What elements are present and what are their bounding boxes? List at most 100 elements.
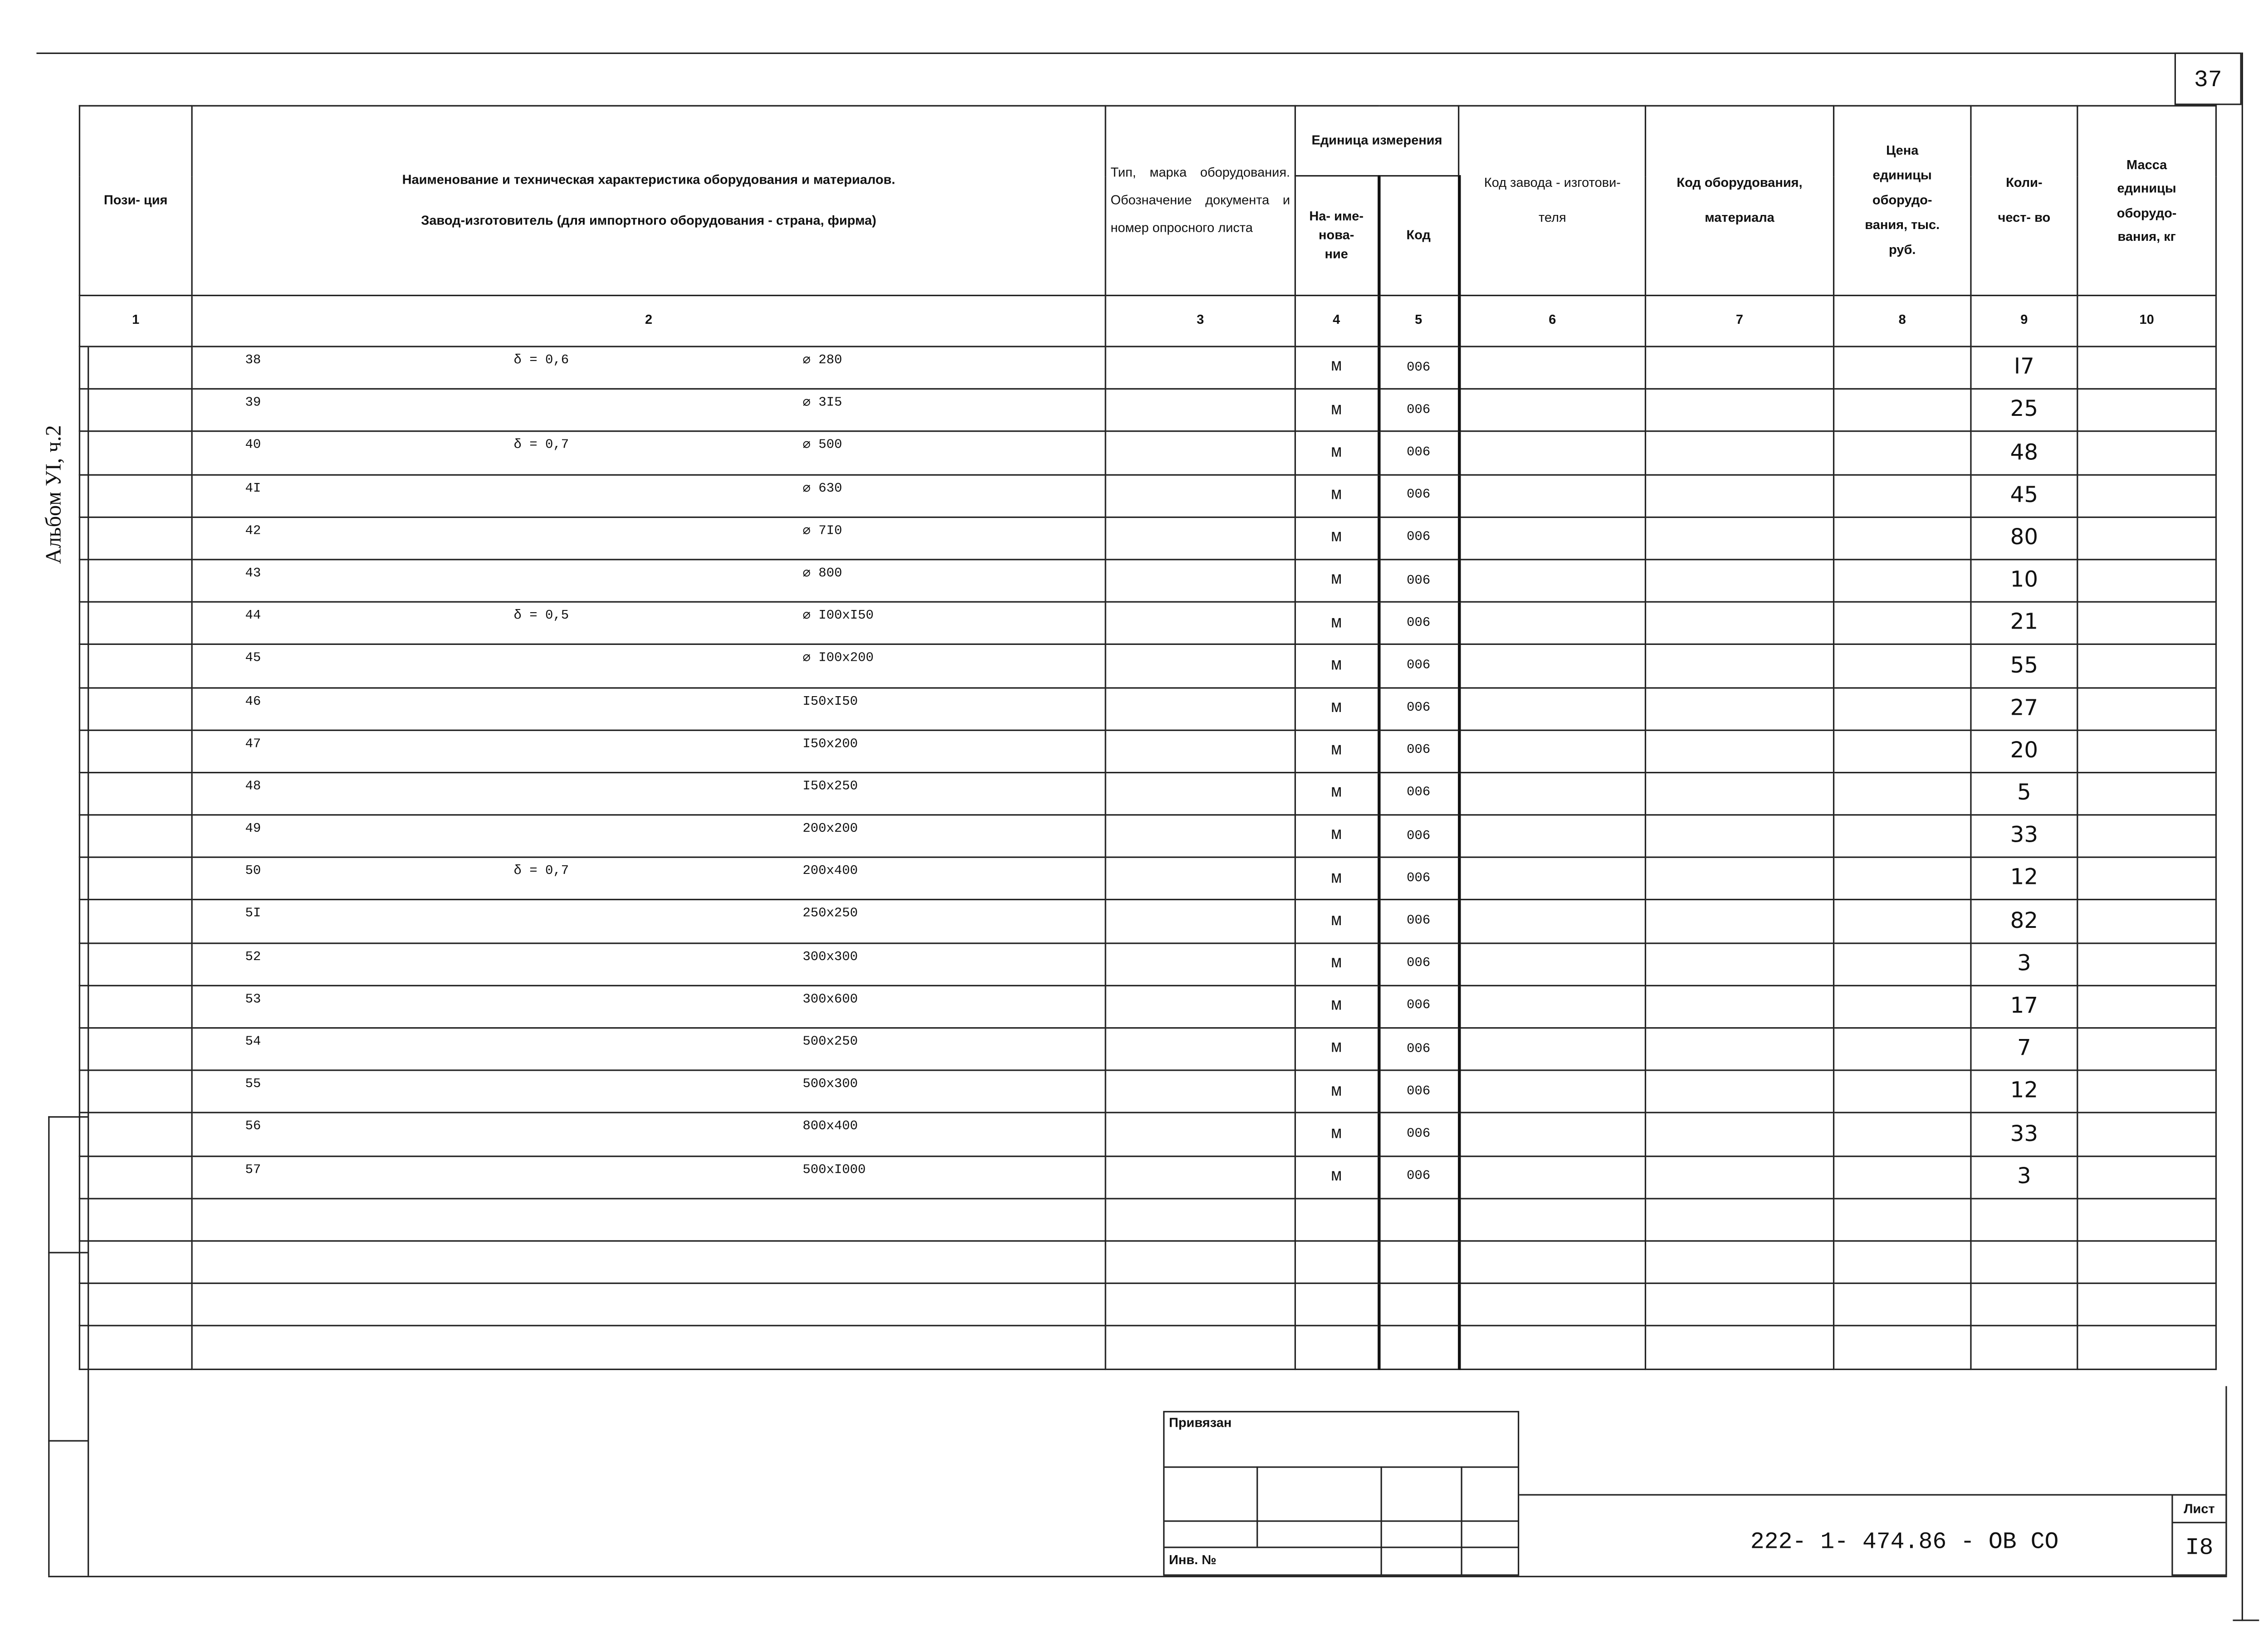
cell-price [1833,559,1972,603]
unit-name: м [1294,559,1379,603]
cell-manufacturer-code [1458,686,1647,731]
unit-name: м [1294,1069,1379,1114]
cell-equipment-code [1644,857,1835,901]
cell-type [1105,559,1296,603]
table-row: 55 500x300 м 006 12 [78,1069,2217,1114]
column-numbers-row: 1 2 3 4 5 6 7 8 9 10 [78,294,2217,347]
cell-price [1833,431,1972,475]
cell-position-blank [78,686,193,731]
cell-position-blank [78,388,193,433]
cell-equipment-code [1644,1155,1835,1199]
cell-position-blank [78,644,193,688]
duct-size: 500x300 [802,1077,858,1092]
duct-size: ⌀ 630 [802,481,842,496]
cell-type [1105,431,1296,475]
cell-manufacturer-code [1458,985,1647,1029]
cell-equipment-code [1644,1027,1835,1072]
table-row: 39 ⌀ 3I5 м 006 25 [78,388,2217,433]
cell-name: 54 500x250 [191,1027,1106,1072]
empty-cell [1970,1197,2078,1242]
cell-position-blank [78,516,193,561]
cell-name: 42 ⌀ 7I0 [191,516,1106,561]
cell-mass [2077,1069,2217,1114]
cell-type [1105,1112,1296,1156]
cell-price [1833,814,1972,858]
empty-row [78,1283,2217,1327]
cell-price [1833,516,1972,561]
quantity: 33 [1970,1112,2078,1156]
cell-name: 55 500x300 [191,1069,1106,1114]
empty-cell [1105,1325,1296,1370]
cell-name: 47 I50x200 [191,729,1106,773]
cell-position-blank [78,559,193,603]
column-number: 6 [1458,294,1647,347]
quantity: 20 [1970,729,2078,773]
cell-equipment-code [1644,942,1835,986]
unit-code: 006 [1377,346,1460,390]
header-name: Наименование и техническая характеристик… [191,105,1106,297]
top-sheet-number: 37 [2194,67,2222,93]
cell-manufacturer-code [1458,559,1647,603]
cell-mass [2077,899,2217,944]
unit-name: м [1294,473,1379,518]
header-name-line2: Завод-изготовитель (для импортного обору… [421,212,876,227]
cell-equipment-code [1644,516,1835,561]
position-number: 5I [245,907,261,922]
quantity: 25 [1970,388,2078,433]
linked-label: Привязан [1169,1415,1232,1430]
position-number: 47 [245,736,261,751]
album-label: Альбом УI, ч.2 [43,425,67,564]
position-number: 44 [245,609,261,624]
left-strip-divider [48,1252,88,1254]
empty-cell [1294,1325,1379,1370]
position-number: 4I [245,481,261,496]
table-row: 4I ⌀ 630 м 006 45 [78,473,2217,518]
empty-row [78,1325,2217,1370]
cell-manufacturer-code [1458,1155,1647,1199]
unit-code: 006 [1377,729,1460,773]
wall-thickness: δ = 0,7 [513,438,569,453]
cell-type [1105,686,1296,731]
cell-equipment-code [1644,346,1835,390]
unit-name: м [1294,1027,1379,1072]
unit-name: м [1294,814,1379,858]
cell-type [1105,814,1296,858]
cell-equipment-code [1644,1112,1835,1156]
empty-cell [78,1197,193,1242]
cell-type [1105,942,1296,986]
position-number: 45 [245,651,261,666]
cell-manufacturer-code [1458,644,1647,688]
cell-name: 43 ⌀ 800 [191,559,1106,603]
cell-manufacturer-code [1458,431,1647,475]
cell-mass [2077,686,2217,731]
empty-cell [1644,1240,1835,1284]
header-unit-code: Код [1377,175,1460,297]
cell-name: 45 ⌀ I00x200 [191,644,1106,688]
wall-thickness: δ = 0,6 [513,353,569,368]
position-number: 42 [245,523,261,538]
unit-code: 006 [1377,516,1460,561]
table-row: 42 ⌀ 7I0 м 006 80 [78,516,2217,561]
quantity: 7 [1970,1027,2078,1072]
cell-equipment-code [1644,686,1835,731]
duct-size: ⌀ 3I5 [802,395,842,410]
cell-position-blank [78,1112,193,1156]
empty-cell [1833,1197,1972,1242]
quantity: 27 [1970,686,2078,731]
empty-cell [1377,1283,1460,1327]
header-equipment-code: Код оборудования, материала [1644,105,1835,297]
header-manufacturer-code: Код завода - изготови- теля [1458,105,1647,297]
duct-size: ⌀ 800 [802,566,842,581]
empty-cell [1644,1197,1835,1242]
empty-cell [2077,1325,2217,1370]
title-block-top-line [1519,1494,2227,1496]
cell-position-blank [78,1027,193,1072]
duct-size: I50x200 [802,736,858,751]
cell-mass [2077,1112,2217,1156]
duct-size: ⌀ I00x200 [802,651,874,666]
cell-position-blank [78,985,193,1029]
empty-cell [2077,1283,2217,1327]
unit-code: 006 [1377,1112,1460,1156]
cell-mass [2077,1155,2217,1199]
unit-name: м [1294,857,1379,901]
